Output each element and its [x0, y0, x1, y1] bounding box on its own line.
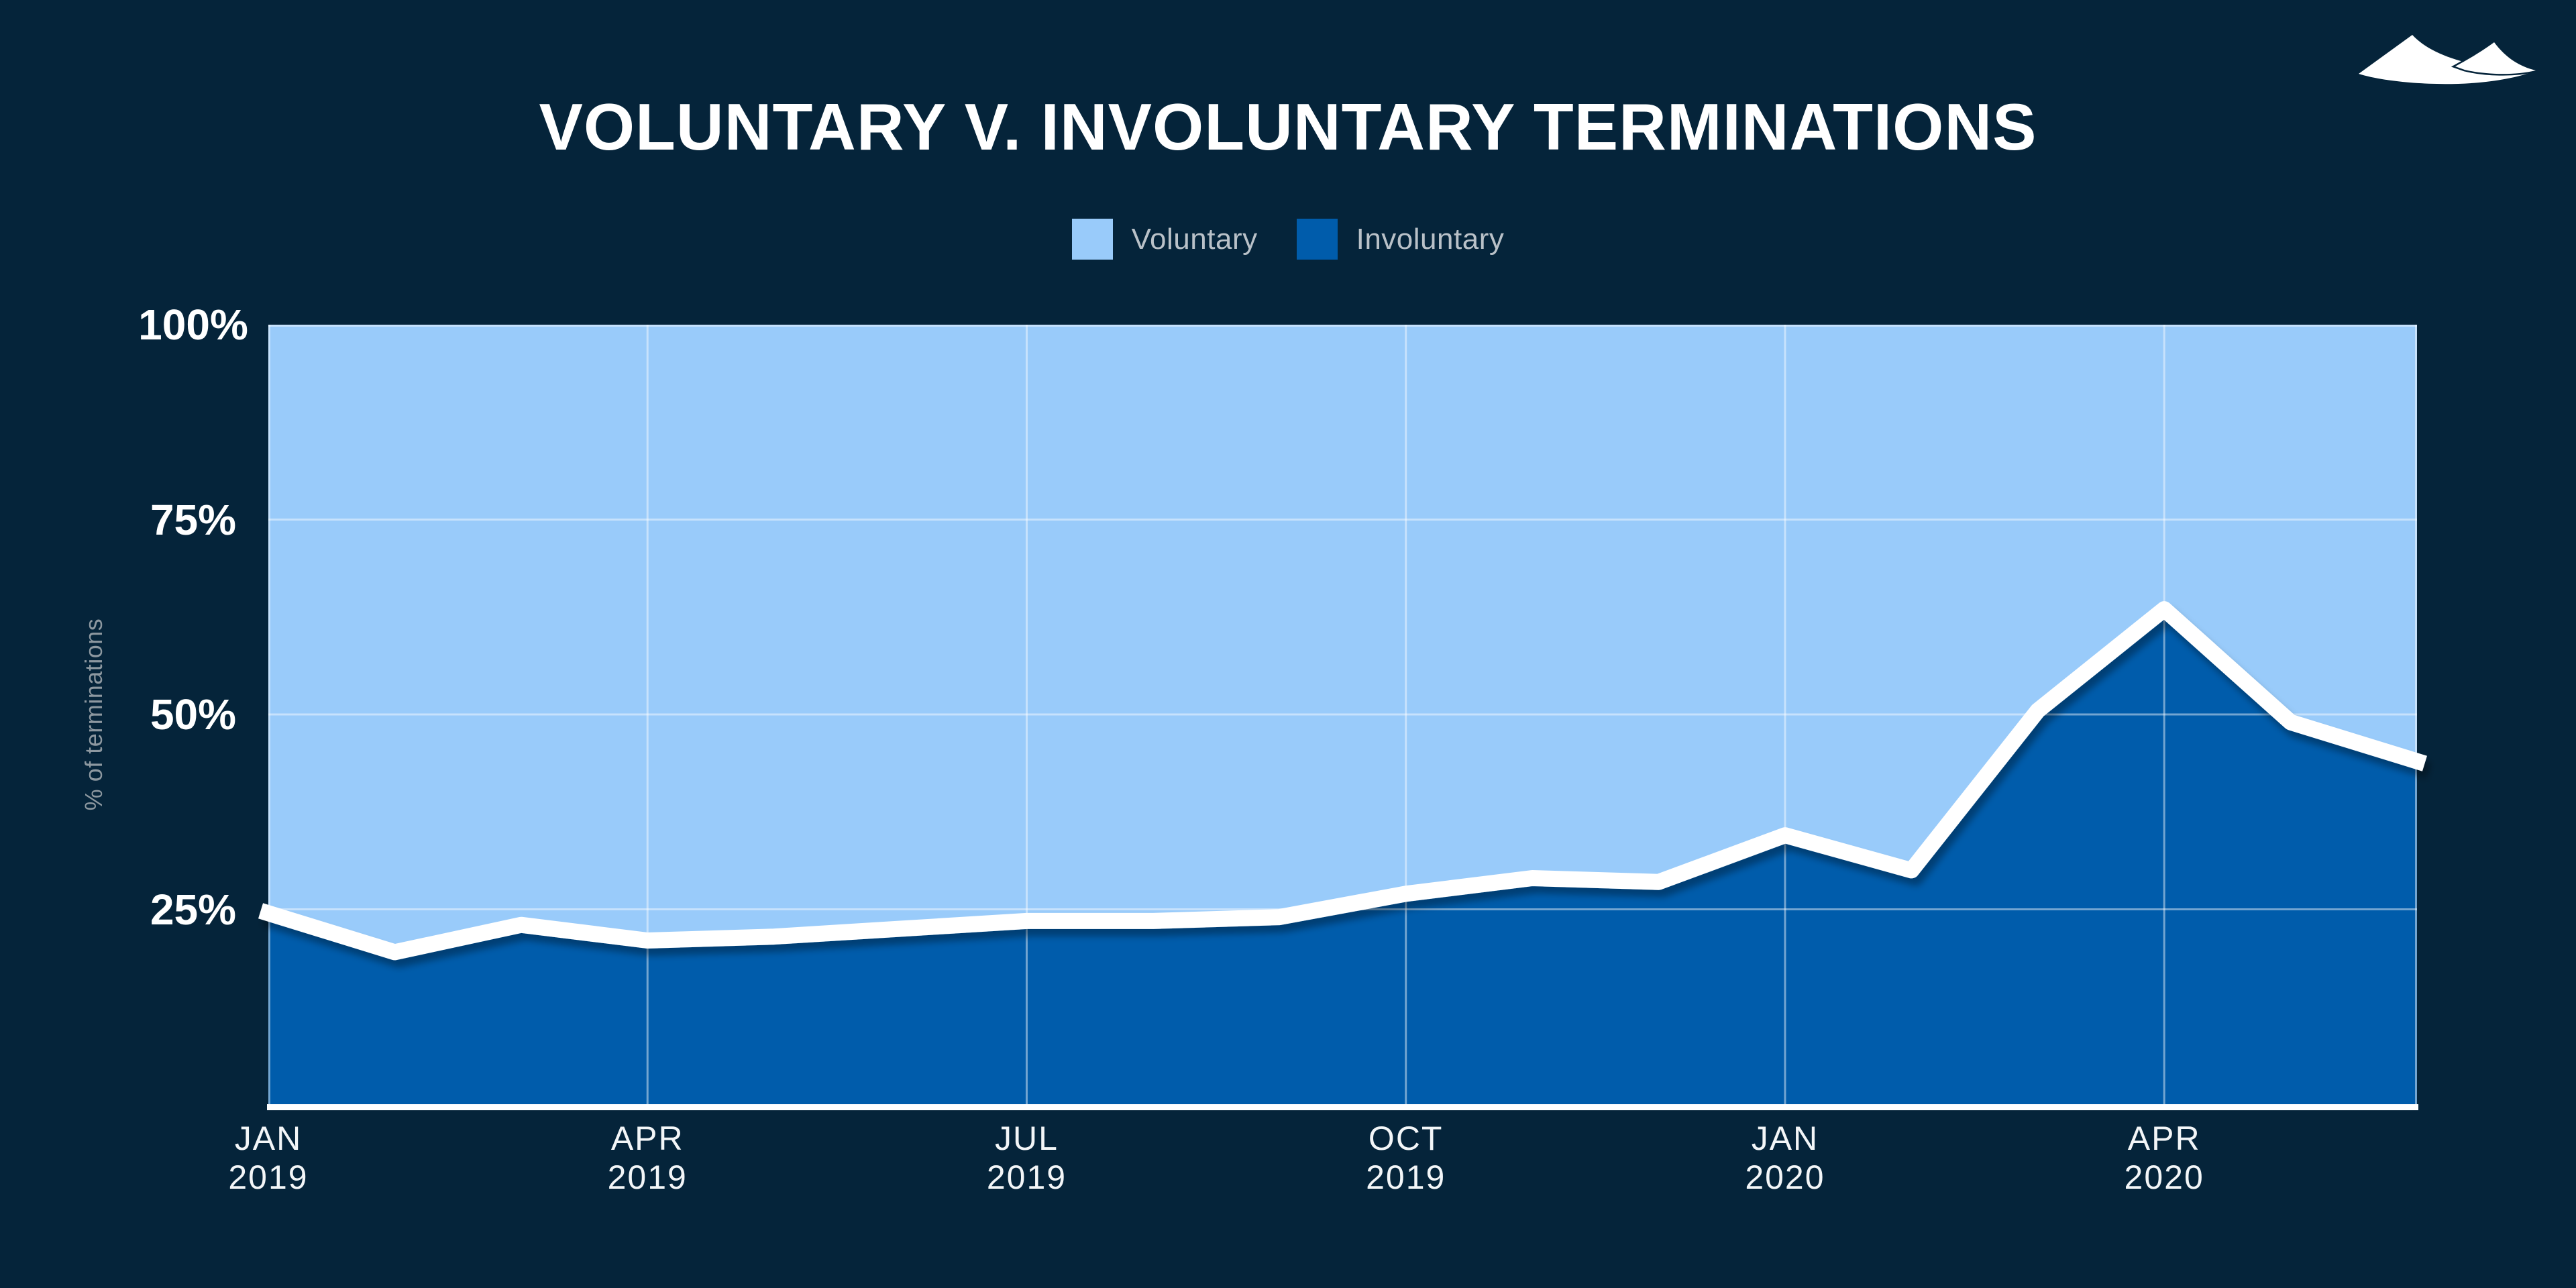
x-tick-label: JUL 2019	[919, 1119, 1134, 1197]
legend-item-involuntary: Involuntary	[1296, 219, 1505, 260]
legend-label-involuntary: Involuntary	[1356, 222, 1505, 256]
x-tick-year: 2020	[1745, 1159, 1825, 1196]
x-axis-line	[267, 1104, 2418, 1110]
x-tick-label: APR 2019	[540, 1119, 755, 1197]
legend-label-voluntary: Voluntary	[1131, 222, 1258, 256]
involuntary-swatch-icon	[1296, 219, 1338, 260]
two-mountains-icon	[2359, 35, 2536, 85]
x-tick-label: APR 2020	[2057, 1119, 2271, 1197]
voluntary-swatch-icon	[1071, 219, 1113, 260]
x-tick-year: 2019	[607, 1159, 688, 1196]
x-tick-label: JAN 2019	[161, 1119, 376, 1197]
legend: Voluntary Involuntary	[0, 219, 2576, 260]
x-tick-label: OCT 2019	[1299, 1119, 1513, 1197]
x-tick-month: APR	[2127, 1120, 2201, 1157]
x-tick-month: JUL	[995, 1120, 1059, 1157]
x-tick-month: JAN	[1751, 1120, 1819, 1157]
terminations-area-chart	[258, 325, 2428, 1110]
y-tick-label: 25%	[150, 885, 237, 934]
y-tick-label: 100%	[138, 301, 248, 349]
x-tick-year: 2019	[986, 1159, 1067, 1196]
involuntary-area	[268, 609, 2417, 1104]
plot-area	[258, 325, 2428, 1110]
x-tick-year: 2020	[2124, 1159, 2204, 1196]
x-tick-month: APR	[610, 1120, 684, 1157]
x-tick-year: 2019	[1366, 1159, 1446, 1196]
x-tick-month: JAN	[234, 1120, 303, 1157]
terminations-line	[258, 601, 2428, 961]
chart-title: VOLUNTARY V. INVOLUNTARY TERMINATIONS	[539, 90, 2037, 164]
x-tick-month: OCT	[1368, 1120, 1444, 1157]
y-tick-label: 75%	[150, 495, 237, 544]
y-tick-label: 50%	[150, 690, 237, 739]
x-tick-label: JAN 2020	[1678, 1119, 1892, 1197]
x-tick-year: 2019	[228, 1159, 309, 1196]
legend-item-voluntary: Voluntary	[1071, 219, 1258, 260]
